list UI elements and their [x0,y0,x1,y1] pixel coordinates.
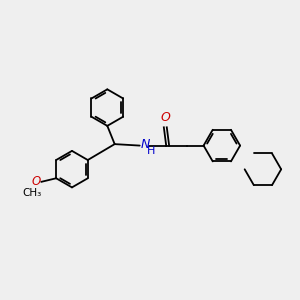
Text: CH₃: CH₃ [22,188,42,198]
Text: H: H [147,146,155,156]
Text: O: O [160,111,170,124]
Text: N: N [141,138,150,151]
Text: O: O [31,175,40,188]
